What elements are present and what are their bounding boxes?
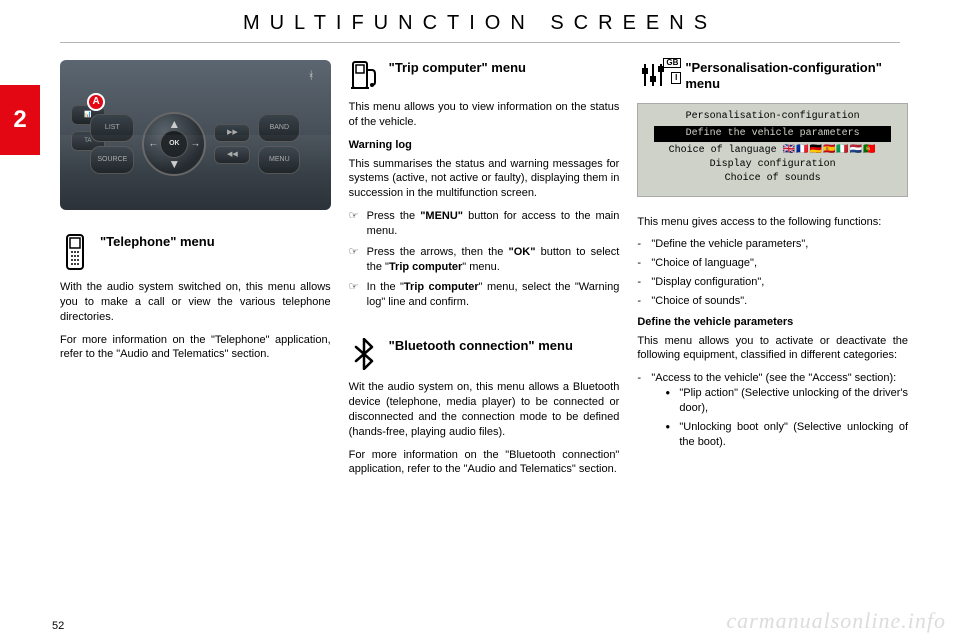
chapter-tab: 2 bbox=[0, 85, 40, 155]
pers-fn-1: "Define the vehicle parameters", bbox=[637, 237, 908, 252]
panel-menu-button: MENU bbox=[258, 146, 300, 174]
column-3: GB I "Personalisation-configuration" men… bbox=[637, 60, 908, 620]
flag-i-badge: I bbox=[671, 72, 681, 84]
content-columns: A 📊 TA LIST SOURCE OK ▲ ▼ ← → bbox=[60, 60, 908, 620]
define-params-head: Define the vehicle parameters bbox=[637, 315, 908, 330]
pers-fn-4: "Choice of sounds". bbox=[637, 294, 908, 309]
telephone-title: "Telephone" menu bbox=[100, 234, 215, 250]
knob-arrow-down-icon: ▼ bbox=[168, 156, 180, 172]
bluetooth-glyph-icon bbox=[349, 338, 379, 370]
bluetooth-para-1: Wit the audio system on, this menu allow… bbox=[349, 380, 620, 439]
trip-section-head: "Trip computer" menu bbox=[349, 60, 620, 90]
watermark: carmanualsonline.info bbox=[726, 608, 946, 634]
knob-arrow-left-icon: ← bbox=[148, 137, 158, 151]
panel-band-button: BAND bbox=[258, 114, 300, 142]
panel-ff-button: ▶▶ bbox=[214, 124, 250, 142]
bluetooth-title: "Bluetooth connection" menu bbox=[389, 338, 573, 354]
title-rule bbox=[60, 42, 900, 43]
pers-fn-2: "Choice of language", bbox=[637, 256, 908, 271]
trip-step-1: Press the "MENU" button for access to th… bbox=[349, 209, 620, 239]
pers-fn-3: "Display configuration", bbox=[637, 275, 908, 290]
define-params-body: This menu allows you to activate or deac… bbox=[637, 334, 908, 364]
lcd-sounds-row: Choice of sounds bbox=[638, 172, 907, 186]
trip-title: "Trip computer" menu bbox=[389, 60, 526, 76]
bluetooth-section-head: "Bluetooth connection" menu bbox=[349, 338, 620, 370]
pers-title: "Personalisation-configuration" menu bbox=[685, 60, 908, 93]
pers-functions-list: "Define the vehicle parameters", "Choice… bbox=[637, 237, 908, 308]
access-subitems: "Plip action" (Selective unlocking of th… bbox=[651, 386, 908, 449]
trip-steps-list: Press the "MENU" button for access to th… bbox=[349, 209, 620, 310]
pers-intro: This menu gives access to the following … bbox=[637, 215, 908, 230]
marker-a-badge: A bbox=[87, 93, 105, 111]
lcd-language-row: Choice of language 🇬🇧🇫🇷🇩🇪🇪🇸🇮🇹🇳🇱🇵🇹 bbox=[638, 144, 907, 158]
access-subitem-2: "Unlocking boot only" (Selective unlocki… bbox=[665, 420, 908, 450]
lcd-preview: Personalisation-configuration Define the… bbox=[637, 103, 908, 197]
panel-ok-button: OK bbox=[160, 130, 188, 158]
column-2: "Trip computer" menu This menu allows yo… bbox=[349, 60, 620, 620]
knob-arrow-right-icon: → bbox=[190, 137, 200, 151]
telephone-para-1: With the audio system switched on, this … bbox=[60, 280, 331, 325]
trip-step-2: Press the arrows, then the "OK" button t… bbox=[349, 245, 620, 275]
warning-log-body: This summarises the status and warning m… bbox=[349, 157, 620, 202]
telephone-section-head: "Telephone" menu bbox=[60, 234, 331, 270]
pers-section-head: GB I "Personalisation-configuration" men… bbox=[637, 60, 908, 93]
panel-list-button: LIST bbox=[90, 114, 134, 142]
access-subitem-1: "Plip action" (Selective unlocking of th… bbox=[665, 386, 908, 416]
trip-intro: This menu allows you to view information… bbox=[349, 100, 620, 130]
lcd-display-row: Display configuration bbox=[638, 158, 907, 172]
lcd-title: Personalisation-configuration bbox=[638, 110, 907, 124]
column-1: A 📊 TA LIST SOURCE OK ▲ ▼ ← → bbox=[60, 60, 331, 620]
page-number: 52 bbox=[52, 620, 64, 632]
flag-gb-badge: GB bbox=[663, 58, 681, 68]
trip-step-3: In the "Trip computer" menu, select the … bbox=[349, 280, 620, 310]
sliders-icon: GB I bbox=[637, 60, 675, 90]
bluetooth-icon: ᚼ bbox=[308, 69, 315, 84]
panel-rotary-knob: OK ▲ ▼ ← → bbox=[142, 112, 206, 176]
warning-log-head: Warning log bbox=[349, 138, 620, 153]
audio-panel-photo: A 📊 TA LIST SOURCE OK ▲ ▼ ← → bbox=[60, 60, 331, 210]
define-categories-list: "Access to the vehicle" (see the "Access… bbox=[637, 371, 908, 449]
page-title: MULTIFUNCTION SCREENS bbox=[0, 12, 960, 35]
mobile-phone-icon bbox=[60, 234, 90, 270]
bluetooth-para-2: For more information on the "Bluetooth c… bbox=[349, 448, 620, 478]
fuel-pump-icon bbox=[349, 60, 379, 90]
panel-source-button: SOURCE bbox=[90, 146, 134, 174]
lcd-selected-row: Define the vehicle parameters bbox=[654, 126, 890, 142]
define-cat-access: "Access to the vehicle" (see the "Access… bbox=[637, 371, 908, 449]
panel-rw-button: ◀◀ bbox=[214, 146, 250, 164]
knob-arrow-up-icon: ▲ bbox=[168, 116, 180, 132]
telephone-para-2: For more information on the "Telephone" … bbox=[60, 333, 331, 363]
